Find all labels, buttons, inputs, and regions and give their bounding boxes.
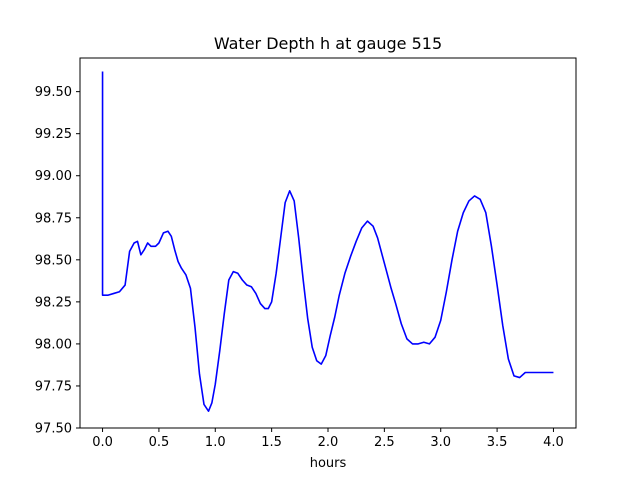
y-tick-label: 99.00 — [35, 169, 72, 184]
y-tick-label: 99.50 — [35, 85, 72, 100]
series-layer — [101, 71, 554, 412]
y-tick-label: 98.75 — [35, 211, 72, 226]
y-axis: 97.50 97.75 98.00 98.25 98.50 98.75 99.00 99.25… — [35, 85, 80, 437]
x-tick-label: 2.5 — [374, 435, 395, 450]
x-tick-label: 4.0 — [543, 435, 564, 450]
y-tick-label: 98.50 — [35, 253, 72, 268]
y-tick-label: 98.25 — [35, 295, 72, 310]
x-tick-label: 1.5 — [261, 435, 282, 450]
plot-frame — [79, 57, 577, 429]
x-tick-label: 0.0 — [92, 435, 113, 450]
y-tick-label: 99.25 — [35, 127, 72, 142]
chart-title: Water Depth h at gauge 515 — [214, 34, 442, 53]
x-tick-label: 0.5 — [149, 435, 170, 450]
x-tick-label: 3.5 — [487, 435, 508, 450]
x-axis: 0.0 0.5 1.0 1.5 2.0 2.5 3.0 3.5 4.0 — [92, 428, 564, 450]
x-axis-label: hours — [310, 456, 347, 471]
y-tick-label: 97.50 — [35, 422, 72, 437]
x-tick-label: 2.0 — [318, 435, 339, 450]
y-tick-label: 97.75 — [35, 379, 72, 394]
x-tick-label: 3.0 — [430, 435, 451, 450]
x-tick-label: 1.0 — [205, 435, 226, 450]
series-line-0 — [101, 71, 554, 412]
y-tick-label: 98.00 — [35, 337, 72, 352]
